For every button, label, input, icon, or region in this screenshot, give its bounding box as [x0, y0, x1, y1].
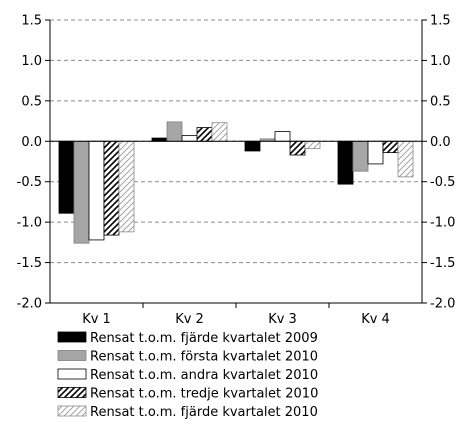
bar-1-kv3 [244, 140, 261, 152]
x-tick-label: Kv 1 [82, 312, 111, 327]
bar-4-kv2 [196, 127, 213, 142]
legend: Rensat t.o.m. fjärde kvartalet 2009 Rensa… [57, 331, 318, 420]
bar-5-kv4 [397, 140, 414, 178]
legend-label: Rensat t.o.m. tredje kvartalet 2010 [90, 387, 318, 402]
bars [58, 121, 414, 244]
y-tick-label-left: 0.5 [21, 94, 42, 109]
y-tick-label-left: -1.5 [17, 256, 42, 271]
legend-label: Rensat t.o.m. andra kvartalet 2010 [90, 368, 318, 383]
legend-swatch [57, 331, 87, 343]
y-tick-label-left: 0.0 [21, 135, 42, 150]
y-tick-label-right: -2.0 [430, 297, 455, 312]
legend-swatch [57, 387, 87, 398]
y-tick-label-left: -1.0 [17, 216, 42, 231]
bar-2-kv2 [166, 121, 183, 142]
legend-label: Rensat t.o.m. första kvartalet 2010 [90, 350, 318, 365]
y-tick-label-right: 1.0 [430, 54, 451, 69]
legend-label: Rensat t.o.m. fjärde kvartalet 2010 [90, 405, 318, 420]
y-tick-label-right: -1.5 [430, 256, 455, 271]
legend-swatch [57, 405, 87, 417]
bar-3-kv2 [181, 135, 198, 142]
y-tick-label-left: 1.5 [21, 14, 42, 29]
x-tick-label: Kv 4 [361, 312, 390, 327]
bar-4-kv1 [103, 140, 120, 236]
x-tick-label: Kv 3 [268, 312, 297, 327]
bar-5-kv1 [118, 140, 135, 233]
bar-5-kv3 [304, 140, 321, 149]
y-tick-label-right: -0.5 [430, 175, 455, 190]
bar-4-kv4 [382, 140, 399, 154]
bar-3-kv3 [274, 131, 291, 142]
y-tick-label-right: 1.5 [430, 14, 451, 29]
bar-2-kv1 [73, 140, 90, 244]
axes: -2.0 -2.0 -1.5 -1.5 -1.0 -1.0 -0.5 -0.5 0.0 0.0 0.… [17, 14, 456, 328]
x-tick-label: Kv 2 [175, 312, 204, 327]
legend-label: Rensat t.o.m. fjärde kvartalet 2009 [90, 331, 318, 346]
bar-1-kv4 [337, 140, 354, 185]
legend-swatch [57, 368, 87, 380]
bar-5-kv2 [211, 122, 228, 142]
y-tick-label-right: 0.5 [430, 94, 451, 109]
bar-1-kv1 [58, 140, 75, 214]
y-tick-label-left: 1.0 [21, 54, 42, 69]
legend-swatch [57, 350, 87, 361]
bar-3-kv1 [88, 140, 105, 241]
bar-2-kv4 [352, 140, 369, 172]
bar-4-kv3 [289, 140, 306, 156]
y-tick-label-left: -0.5 [17, 175, 42, 190]
bar-3-kv4 [367, 140, 384, 165]
y-tick-label-left: -2.0 [17, 297, 42, 312]
y-tick-label-right: -1.0 [430, 216, 455, 231]
y-tick-label-right: 0.0 [430, 135, 451, 150]
